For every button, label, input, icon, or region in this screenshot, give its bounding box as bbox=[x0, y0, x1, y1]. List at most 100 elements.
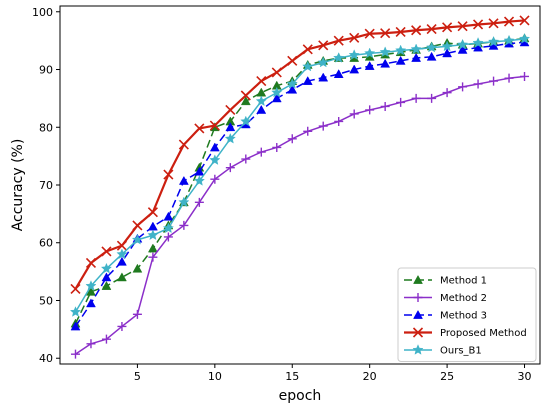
data-point bbox=[116, 240, 128, 251]
data-point bbox=[70, 321, 81, 331]
legend-item: Ours_B1 bbox=[404, 344, 482, 357]
data-point bbox=[163, 211, 174, 221]
data-point bbox=[147, 221, 158, 231]
data-point bbox=[240, 115, 252, 127]
data-point bbox=[473, 79, 483, 89]
data-point bbox=[241, 154, 251, 164]
series-line bbox=[74, 19, 525, 290]
series-5 bbox=[69, 33, 531, 317]
data-point bbox=[457, 38, 469, 50]
data-point bbox=[147, 229, 159, 240]
x-tick-label: 10 bbox=[208, 370, 222, 383]
data-point bbox=[225, 122, 236, 132]
data-point bbox=[318, 121, 328, 131]
data-point bbox=[410, 43, 422, 55]
series-line bbox=[75, 75, 525, 355]
x-tick-label: 25 bbox=[440, 370, 454, 383]
data-point bbox=[178, 175, 189, 185]
data-point bbox=[271, 67, 282, 78]
data-point bbox=[163, 232, 173, 242]
data-point bbox=[489, 76, 499, 86]
y-tick-label: 90 bbox=[39, 64, 53, 77]
x-axis-label: epoch bbox=[279, 388, 322, 404]
data-point bbox=[503, 16, 515, 27]
y-tick-label: 100 bbox=[32, 6, 53, 19]
data-point bbox=[317, 56, 329, 68]
data-point bbox=[349, 32, 360, 43]
data-point bbox=[333, 35, 344, 46]
legend-label: Method 1 bbox=[440, 276, 487, 287]
data-point bbox=[379, 46, 391, 57]
data-point bbox=[427, 93, 437, 103]
data-point bbox=[117, 272, 127, 282]
y-tick-label: 40 bbox=[39, 352, 53, 365]
data-point bbox=[85, 257, 97, 269]
data-point bbox=[333, 69, 344, 78]
data-point bbox=[287, 84, 298, 94]
data-point bbox=[163, 169, 174, 180]
legend-marker bbox=[413, 293, 423, 302]
data-point bbox=[193, 175, 205, 186]
data-point bbox=[209, 142, 220, 152]
data-point bbox=[117, 321, 127, 331]
data-point bbox=[365, 105, 375, 115]
data-point bbox=[70, 349, 80, 359]
data-point bbox=[488, 35, 500, 47]
legend-marker bbox=[412, 327, 424, 338]
data-point bbox=[303, 126, 313, 136]
data-point bbox=[411, 52, 422, 62]
data-point bbox=[101, 246, 112, 257]
data-point bbox=[472, 37, 484, 48]
data-point bbox=[117, 256, 127, 266]
y-tick-label: 60 bbox=[39, 237, 53, 250]
data-point bbox=[178, 139, 189, 150]
data-point bbox=[364, 47, 376, 59]
data-point bbox=[518, 33, 531, 44]
data-point bbox=[395, 44, 407, 56]
data-point bbox=[240, 96, 251, 106]
legend: Method 1 Method 2 Method 3 Proposed Method O… bbox=[397, 267, 537, 362]
legend-box bbox=[397, 267, 537, 362]
data-point bbox=[162, 222, 174, 234]
data-point bbox=[132, 263, 143, 273]
legend-item: Method 2 bbox=[404, 293, 487, 304]
y-tick-label: 50 bbox=[39, 294, 53, 307]
data-point bbox=[519, 15, 530, 26]
data-point bbox=[240, 90, 251, 101]
data-point bbox=[411, 93, 421, 103]
data-point bbox=[70, 283, 81, 295]
data-point bbox=[210, 174, 220, 184]
data-point bbox=[148, 252, 158, 262]
y-axis-label: Accuracy (%) bbox=[10, 139, 26, 232]
data-point bbox=[380, 58, 391, 68]
data-point bbox=[271, 86, 283, 98]
legend-item: Method 1 bbox=[404, 274, 487, 287]
x-tick-label: 5 bbox=[134, 370, 141, 383]
data-point bbox=[69, 306, 82, 317]
data-point bbox=[101, 281, 112, 290]
data-point bbox=[302, 60, 314, 72]
data-point bbox=[132, 309, 142, 319]
data-point bbox=[396, 97, 406, 107]
data-point bbox=[224, 132, 236, 144]
data-point bbox=[473, 42, 483, 52]
data-point bbox=[86, 298, 96, 308]
data-point bbox=[131, 234, 143, 245]
data-point bbox=[287, 134, 297, 144]
data-point bbox=[503, 34, 515, 46]
data-point bbox=[457, 21, 468, 32]
data-point bbox=[348, 49, 360, 60]
data-point bbox=[271, 93, 282, 103]
data-point bbox=[101, 334, 111, 344]
data-point bbox=[333, 52, 345, 63]
data-point bbox=[472, 19, 484, 30]
data-point bbox=[318, 72, 329, 82]
series-4 bbox=[70, 15, 530, 295]
y-tick-label: 80 bbox=[39, 121, 53, 134]
x-tick-label: 20 bbox=[363, 370, 377, 383]
data-point bbox=[349, 64, 360, 74]
data-point bbox=[520, 71, 530, 81]
data-point bbox=[395, 26, 406, 38]
data-point bbox=[86, 286, 96, 296]
data-point bbox=[179, 220, 189, 230]
